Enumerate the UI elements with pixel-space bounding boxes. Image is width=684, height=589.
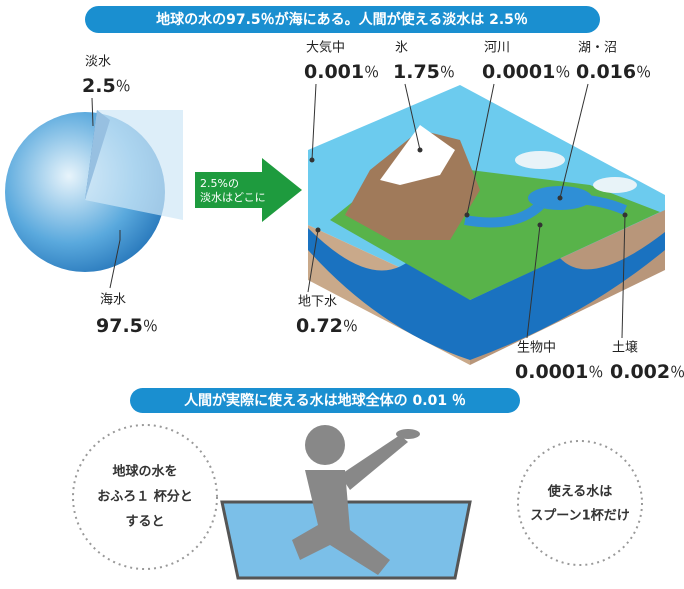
subheader-title: 人間が実際に使える水は地球全体の 0.01 ％ <box>184 392 466 409</box>
arrow-text: 2.5%の <box>200 177 239 190</box>
fw-value: 0.001％ <box>304 61 379 83</box>
person-head <box>305 425 345 465</box>
fw-label: 大気中 <box>306 40 345 56</box>
fresh-value: 2.5％ <box>82 75 131 97</box>
text-part: 1.75 <box>393 61 440 83</box>
bubble-text: スプーン1杯だけ <box>530 508 629 524</box>
text-part: ％ <box>588 363 603 381</box>
text-part: ％ <box>116 77 131 95</box>
sea-label: 海水 <box>100 293 126 308</box>
leader-dot <box>538 223 543 228</box>
text-part: 2.5 <box>82 75 116 97</box>
text-part: ％ <box>143 317 158 335</box>
leader-dot <box>558 196 563 201</box>
bubble-right <box>518 441 642 565</box>
text-part: ％ <box>555 63 570 81</box>
text-part: ％ <box>636 63 651 81</box>
sea-value: 97.5％ <box>96 315 158 337</box>
fw-label: 土壌 <box>612 341 638 356</box>
fw-value: 0.72％ <box>296 315 358 337</box>
spoon <box>396 429 420 439</box>
infographic: 地球の水の97.5％が海にある。人間が使える淡水は 2.5％ 淡水 2.5％ 海… <box>0 0 684 589</box>
bubble-text: 使える水は <box>547 484 613 500</box>
fw-label: 湖・沼 <box>578 41 617 56</box>
text-part: 0.0001 <box>515 361 588 383</box>
leader-dot <box>623 213 628 218</box>
fw-label: 生物中 <box>517 341 556 356</box>
text-part: 0.002 <box>610 361 670 383</box>
bubble-text: 地球の水を <box>112 464 177 480</box>
fw-value: 1.75％ <box>393 61 455 83</box>
fw-value: 0.002％ <box>610 361 684 383</box>
bubble-text: おふろ１ 杯分と <box>97 489 193 505</box>
bubble-text: すると <box>125 515 164 530</box>
arrow <box>195 158 302 222</box>
text-part: ％ <box>440 63 455 81</box>
fw-label: 地下水 <box>298 295 337 310</box>
leader-dot <box>465 213 470 218</box>
fw-value: 0.0001％ <box>482 61 570 83</box>
text-part: 0.001 <box>304 61 364 83</box>
text-part: 0.016 <box>576 61 636 83</box>
leader-dot <box>418 148 423 153</box>
arrow-text: 淡水はどこに <box>200 191 266 204</box>
text-part: ％ <box>364 63 379 81</box>
person-arm <box>340 435 408 490</box>
fresh-label: 淡水 <box>85 55 111 70</box>
text-part: ％ <box>670 363 684 381</box>
cloud <box>593 177 637 193</box>
text-part: ％ <box>343 317 358 335</box>
leader-dot <box>316 228 321 233</box>
cloud <box>515 151 565 169</box>
fw-value: 0.016％ <box>576 61 651 83</box>
text-part: 0.72 <box>296 315 343 337</box>
fw-label: 氷 <box>395 41 408 56</box>
fw-value: 0.0001％ <box>515 361 603 383</box>
fw-label: 河川 <box>484 41 510 56</box>
header-title: 地球の水の97.5％が海にある。人間が使える淡水は 2.5％ <box>156 11 528 28</box>
leader-dot <box>310 158 315 163</box>
text-part: 97.5 <box>96 315 143 337</box>
text-part: 0.0001 <box>482 61 555 83</box>
